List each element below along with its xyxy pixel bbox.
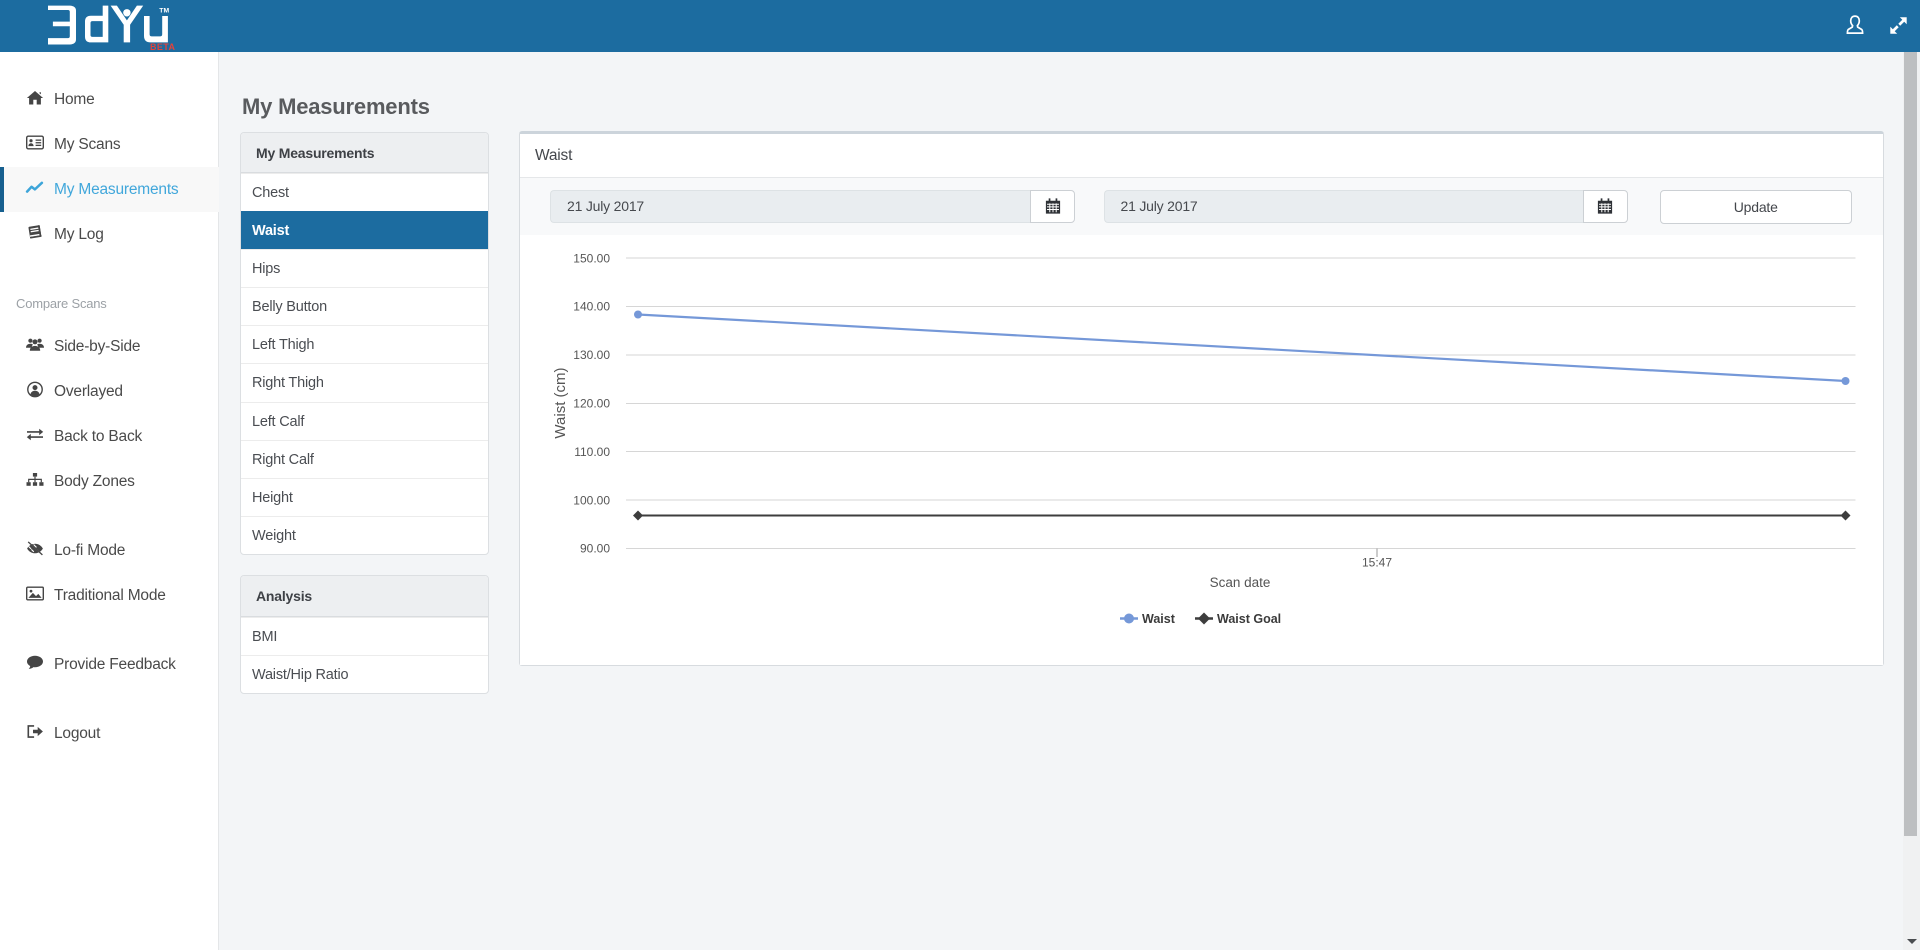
svg-text:TM: TM (159, 7, 169, 14)
svg-text:120.00: 120.00 (573, 397, 610, 411)
svg-text:110.00: 110.00 (574, 445, 610, 459)
svg-text:Waist Goal: Waist Goal (1217, 612, 1281, 626)
svg-text:140.00: 140.00 (573, 300, 610, 314)
svg-text:Waist: Waist (1142, 612, 1176, 626)
svg-text:150.00: 150.00 (573, 251, 610, 265)
svg-text:Waist (cm): Waist (cm) (552, 367, 569, 438)
svg-text:90.00: 90.00 (580, 542, 610, 556)
svg-text:15:47: 15:47 (1362, 556, 1392, 570)
svg-text:130.00: 130.00 (573, 348, 610, 362)
svg-text:Scan date: Scan date (1210, 575, 1271, 590)
svg-text:100.00: 100.00 (573, 493, 610, 507)
